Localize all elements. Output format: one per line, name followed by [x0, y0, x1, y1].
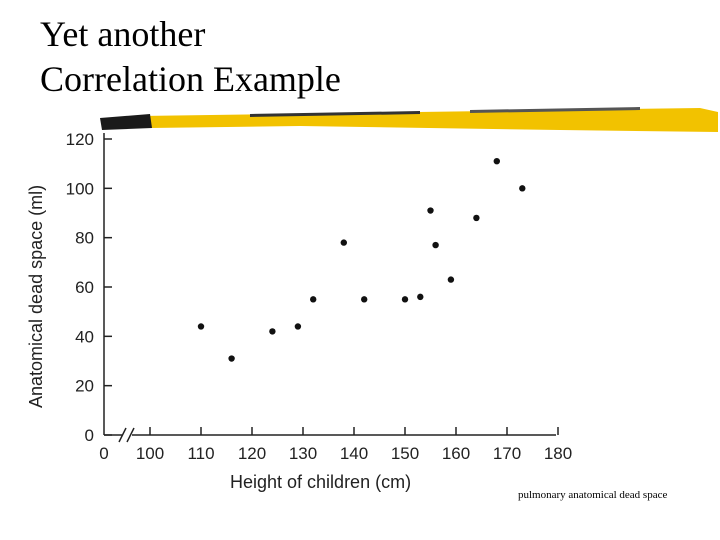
y-tick-label: 120: [66, 130, 94, 149]
figure-caption: pulmonary anatomical dead space: [518, 489, 668, 501]
data-points: [197, 158, 526, 362]
x-tick-label: 120: [238, 444, 266, 463]
y-axis-ticks: 0 20 40 60 80 100 120: [66, 130, 112, 445]
x-tick-label: 140: [340, 444, 368, 463]
y-tick-label: 100: [66, 179, 94, 198]
y-tick-label: 40: [75, 327, 94, 346]
title-line-1: Yet another: [40, 14, 206, 54]
x-tick-label: 180: [544, 444, 572, 463]
axis-break-mark: [118, 427, 135, 443]
data-point: [401, 296, 409, 303]
data-point: [432, 241, 439, 249]
x-axis-ticks: 0 100 110 120 130 140 150 160 170 180: [99, 427, 572, 463]
data-point: [228, 355, 235, 362]
data-point: [447, 276, 455, 283]
y-tick-label: 80: [75, 229, 94, 248]
title-underline-brush: [100, 107, 718, 132]
title-line-2: Correlation Example: [40, 59, 341, 99]
data-point: [361, 296, 368, 303]
x-tick-label: 100: [136, 444, 164, 463]
data-point: [473, 214, 480, 222]
data-point: [310, 296, 317, 303]
x-tick-label: 150: [391, 444, 419, 463]
y-axis-label: Anatomical dead space (ml): [26, 185, 46, 408]
x-tick-label: 160: [442, 444, 470, 463]
data-point: [294, 323, 302, 330]
data-point: [417, 293, 424, 301]
x-tick-label: 110: [187, 444, 214, 463]
data-point: [519, 185, 526, 192]
x-tick-label: 130: [289, 444, 317, 463]
data-point: [197, 323, 205, 330]
y-tick-label: 20: [75, 377, 94, 396]
data-point: [269, 328, 276, 335]
data-point: [427, 207, 434, 214]
data-point: [493, 158, 500, 165]
x-tick-label: 170: [493, 444, 521, 463]
y-tick-label: 0: [85, 426, 94, 445]
data-point: [340, 239, 347, 246]
x-tick-label: 0: [99, 444, 108, 463]
y-tick-label: 60: [75, 278, 94, 297]
x-axis-label: Height of children (cm): [230, 472, 411, 492]
slide-title: Yet another Correlation Example: [40, 12, 341, 102]
